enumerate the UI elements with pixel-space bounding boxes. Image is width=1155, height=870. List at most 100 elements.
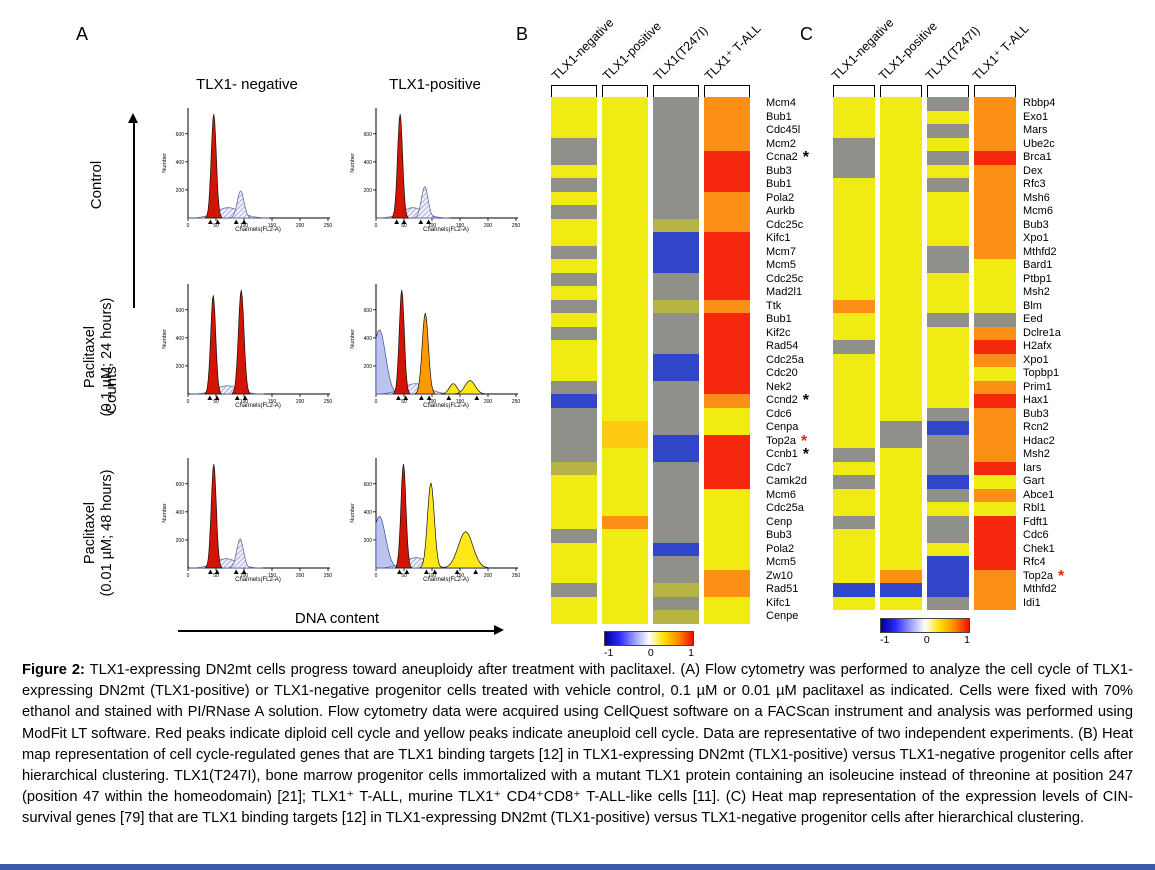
heatmap-cell (880, 542, 922, 556)
heatmap-row: Xpo1 (833, 232, 1064, 246)
heatmap-cell (602, 245, 648, 259)
heatmap-row: Bub1 (551, 178, 809, 192)
heatmap-row: Bard1 (833, 259, 1064, 273)
heatmap-row: Chek1 (833, 542, 1064, 556)
gene-label: Ccnb1 (766, 448, 798, 460)
svg-text:100: 100 (240, 399, 249, 405)
heatmap-cell (880, 407, 922, 421)
heatmap-row: Bub3 (833, 407, 1064, 421)
heatmap-row: Brca1 (833, 151, 1064, 165)
svg-text:250: 250 (512, 573, 521, 579)
gene-label: Aurkb (766, 205, 795, 217)
heatmap-cell (927, 475, 969, 489)
svg-text:200: 200 (484, 573, 493, 579)
svg-text:250: 250 (512, 223, 521, 229)
heatmap-cell (833, 448, 875, 462)
gene-label: Mcm6 (766, 488, 796, 501)
heatmap-cell (602, 191, 648, 205)
row-label-line: (0.01 µM; 48 hours) (99, 469, 115, 597)
heatmap-cell (704, 448, 750, 462)
heatmap-cell (880, 164, 922, 178)
heatmap-cell (704, 232, 750, 246)
heatmap-cell (974, 191, 1016, 205)
heatmap-cell (927, 407, 969, 421)
heatmap-cell (602, 286, 648, 300)
svg-text:600: 600 (176, 308, 185, 314)
gene-label: Bub3 (766, 164, 792, 177)
heatmap-cell (974, 164, 1016, 178)
heatmap-row: Cdc7 (551, 461, 809, 475)
heatmap-cell (551, 259, 597, 273)
heatmap-cell (551, 529, 597, 543)
heatmap-cell (704, 596, 750, 610)
heatmap-cell (880, 272, 922, 286)
heatmap-row: Nek2 (551, 380, 809, 394)
heatmap-cell (880, 394, 922, 408)
svg-text:200: 200 (484, 223, 493, 229)
gene-label: Mthfd2 (1023, 245, 1057, 258)
svg-text:200: 200 (176, 364, 185, 370)
heatmap-cell (551, 502, 597, 516)
heatmap-cell (602, 299, 648, 313)
heatmap-cell (602, 259, 648, 273)
heatmap-cell (927, 529, 969, 543)
heatmap-cell (653, 299, 699, 313)
gene-label: Xpo1 (1023, 353, 1049, 366)
gene-label: Rfc4 (1023, 556, 1046, 568)
gene-label: Mcm6 (1023, 205, 1053, 217)
heatmap-cell (927, 245, 969, 259)
heatmap-cell (927, 569, 969, 583)
svg-text:600: 600 (364, 308, 373, 314)
heatmap-cell (704, 488, 750, 502)
heatmap-cell (833, 596, 875, 610)
heatmap-cell (653, 272, 699, 286)
gene-label: Rbl1 (1023, 502, 1046, 514)
heatmap-cell (704, 434, 750, 448)
column-bracket (704, 85, 750, 97)
heatmap-cell (551, 488, 597, 502)
svg-text:0: 0 (187, 399, 190, 405)
heatmap-cell (880, 326, 922, 340)
heatmap-row: Rbbp4 (833, 97, 1064, 111)
heatmap-cell (602, 164, 648, 178)
gene-label: Ttk (766, 299, 782, 312)
heatmap-cell (551, 299, 597, 313)
heatmap-cell (880, 245, 922, 259)
heatmap-row: Ube2c (833, 137, 1064, 151)
gene-label: Ccnd2 (766, 394, 798, 406)
heatmap-row: Cdc6 (833, 529, 1064, 543)
heatmap-cell (974, 394, 1016, 408)
heatmap-cell (653, 569, 699, 583)
heatmap-cell (974, 272, 1016, 286)
heatmap-cell (833, 569, 875, 583)
heatmap-cell (551, 218, 597, 232)
heatmap-row: Dex (833, 164, 1064, 178)
heatmap-row: Mcm5 (551, 259, 809, 273)
heatmap-cell (704, 218, 750, 232)
heatmap-cell (602, 461, 648, 475)
heatmap-cell (880, 299, 922, 313)
svg-text:0: 0 (375, 399, 378, 405)
heatmap-row: Ccnd2 * (551, 393, 809, 408)
heatmap-cell (704, 583, 750, 597)
heatmap-cell (833, 394, 875, 408)
heatmap-row: Kifc1 (551, 596, 809, 610)
flow-plot-control-tlx1-positive: 0 50 100 150 200 250 200 400 600 Number Channels(F… (350, 108, 521, 233)
heatmap-cell (704, 286, 750, 300)
heatmap-row: Cenpe (551, 610, 809, 624)
heatmap-cell (602, 232, 648, 246)
svg-text:Number: Number (350, 329, 356, 349)
heatmap-cell (833, 434, 875, 448)
heatmap-cell (704, 475, 750, 489)
flow-plot-paclitaxel-48h-tlx1-positive: 0 50 100 150 200 250 200 400 600 Number Channels(F… (350, 458, 521, 583)
heatmap-cell (551, 151, 597, 165)
heatmap-row: Mthfd2 (833, 245, 1064, 259)
heatmap-cell (880, 340, 922, 354)
heatmap-cell (927, 124, 969, 138)
heatmap-row: Kifc1 (551, 232, 809, 246)
heatmap-row: Topbp1 (833, 367, 1064, 381)
heatmap-c: Rbbp4 Exo1 Mars Ube2c Brca1 Dex Rfc3 Msh6 Mcm6 Bu… (833, 97, 1064, 610)
heatmap-cell (602, 97, 648, 111)
heatmap-cell (974, 326, 1016, 340)
heatmap-row: Mcm7 (551, 245, 809, 259)
